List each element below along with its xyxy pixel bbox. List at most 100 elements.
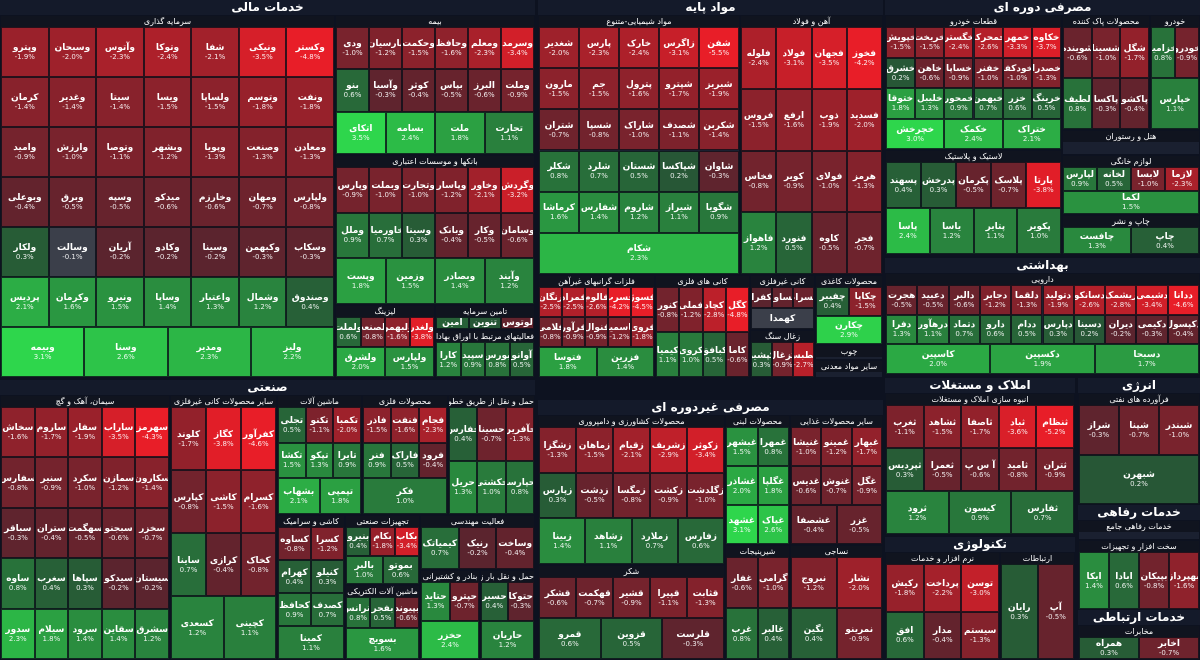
tile: البرز -0.6% bbox=[468, 69, 501, 112]
change-label: -3.3% bbox=[1007, 43, 1028, 52]
ticker: زکوثر bbox=[692, 440, 719, 451]
group: بنادر و کشتیرانی حپترو -0.7% حتاید 1.3% حخزر 2… bbox=[420, 570, 480, 660]
tile: حتوکا -0.3% bbox=[507, 582, 534, 621]
ticker: زکشت bbox=[653, 486, 684, 497]
ticker: خاهن bbox=[917, 63, 942, 74]
tile: غشصفا -0.4% bbox=[791, 505, 837, 544]
ticker: زدشت bbox=[580, 486, 609, 497]
change-label: -4.2% bbox=[609, 303, 630, 311]
tile: سیلام 1.8% bbox=[34, 608, 69, 659]
tile: کبافق0.5% bbox=[702, 332, 726, 377]
ticker: لابسا bbox=[1136, 169, 1160, 180]
tile: بشهاب 2.1% bbox=[278, 478, 320, 514]
change-label: 0.7% bbox=[1033, 513, 1052, 522]
change-label: -3.8% bbox=[411, 333, 432, 341]
ticker: بترانس bbox=[347, 603, 371, 614]
ticker: شکربن bbox=[703, 120, 735, 131]
ticker: زشاهد bbox=[593, 532, 623, 543]
change-label: 1.4% bbox=[450, 282, 469, 291]
change-label: -2.0% bbox=[849, 583, 870, 592]
tile: لطیف 0.8% bbox=[1063, 78, 1092, 129]
change-label: -4.8% bbox=[300, 53, 321, 61]
group-title: محصولات کشاورزی و دامپروری bbox=[539, 416, 724, 427]
ticker: فلوله bbox=[746, 48, 771, 59]
ticker: خمحور bbox=[944, 94, 974, 105]
change-label: -1.5% bbox=[548, 89, 570, 98]
ticker: آریان bbox=[108, 243, 132, 253]
ticker: دالبر bbox=[954, 290, 975, 301]
tile: فنر 0.9% bbox=[363, 442, 391, 479]
change-label: -3.5% bbox=[818, 58, 840, 67]
ticker: وبیمه bbox=[30, 343, 55, 353]
change-label: 0.4% bbox=[894, 186, 913, 194]
change-label: -1.5% bbox=[157, 103, 178, 111]
tile: غشاذر 2.0% bbox=[726, 466, 758, 505]
ticker: کحافظ bbox=[279, 600, 310, 611]
tile: زفارس 0.6% bbox=[677, 518, 724, 564]
tile: فسدید -2.0% bbox=[846, 88, 882, 151]
tile: قپیرا -1.1% bbox=[650, 577, 687, 618]
change-label: 1.8% bbox=[351, 282, 370, 291]
ticker: کاما bbox=[728, 345, 747, 356]
ticker: وساپا bbox=[155, 293, 180, 303]
change-label: -0.4% bbox=[1124, 104, 1145, 113]
group-title: شکر bbox=[539, 566, 724, 577]
tile: اتکای 3.5% bbox=[336, 111, 386, 154]
change-label: -2.1% bbox=[474, 190, 495, 199]
tile: شبهرن 0.2% bbox=[1079, 454, 1199, 504]
ticker: دجابر bbox=[983, 290, 1008, 301]
tile: حاریان 1.2% bbox=[481, 620, 534, 659]
group: شکر قثابت -1.3% قپیرا -1.1% قشیر -0.9% قهکمت -0.… bbox=[538, 565, 725, 660]
group-title: فرآورده های نفتی bbox=[1079, 394, 1199, 405]
ticker: غشصفا bbox=[796, 515, 831, 526]
tile: دپارس 0.3% bbox=[1042, 314, 1074, 345]
tile: فسرب-4.2% bbox=[608, 287, 631, 317]
tile: ددانا -4.6% bbox=[1167, 285, 1199, 315]
tile: فلوله -2.4% bbox=[741, 27, 777, 89]
ticker: قثابت bbox=[692, 588, 719, 599]
ticker: کمینا bbox=[300, 633, 322, 644]
change-label: -3.7% bbox=[1036, 43, 1057, 52]
tile: وگردش -3.2% bbox=[501, 167, 534, 213]
change-label: -1.2% bbox=[680, 310, 702, 319]
tile: کساوه -0.8% bbox=[278, 527, 311, 560]
ticker: آوانو bbox=[511, 350, 533, 361]
change-label: -5.2% bbox=[1045, 427, 1066, 436]
ticker: شبندر bbox=[1165, 420, 1193, 431]
tile: تجارت 1.1% bbox=[484, 111, 534, 154]
tile: پاکسا -0.3% bbox=[1091, 78, 1121, 129]
tile: ونیکی -3.5% bbox=[238, 27, 287, 77]
ticker: کهمدا bbox=[769, 313, 796, 324]
tile: غدیس -0.6% bbox=[791, 466, 822, 505]
change-label: -1.7% bbox=[1124, 53, 1145, 62]
ticker: وسرمد bbox=[502, 39, 533, 50]
change-label: -0.7% bbox=[548, 130, 570, 139]
change-label: 0.4% bbox=[454, 434, 473, 443]
change-label: -3.4% bbox=[695, 450, 716, 459]
change-label: -0.5% bbox=[922, 300, 944, 309]
change-label: 1.0% bbox=[482, 488, 501, 497]
ticker: امین bbox=[442, 318, 463, 328]
group-title: چاپ و نشر bbox=[1063, 216, 1199, 227]
tile: زکشت -0.9% bbox=[650, 472, 687, 519]
tile: وتوکا -2.4% bbox=[143, 27, 192, 77]
tile: وکستر -4.8% bbox=[286, 27, 334, 77]
tile: زشاهد 1.1% bbox=[585, 518, 632, 564]
ticker: زقیام bbox=[619, 440, 644, 451]
ticker: ومعلم bbox=[471, 39, 498, 50]
change-label: 0.4% bbox=[301, 303, 320, 311]
change-label: -1.3% bbox=[695, 598, 716, 607]
change-label: -0.3% bbox=[375, 91, 396, 100]
tile: کیسون 0.9% bbox=[948, 491, 1012, 534]
change-label: -0.9% bbox=[507, 91, 528, 100]
ticker: فخوز bbox=[852, 48, 876, 59]
change-label: 0.8% bbox=[550, 172, 568, 181]
ticker: تایرا bbox=[337, 451, 357, 462]
tile: حسیر 0.4% bbox=[481, 582, 508, 621]
tile: اخابر -0.7% bbox=[1139, 637, 1199, 659]
tile: وپاسار -1.2% bbox=[435, 167, 468, 213]
ticker: شراز bbox=[1087, 420, 1111, 431]
change-label: -1.0% bbox=[1095, 53, 1117, 62]
change-label: 0.5% bbox=[396, 461, 414, 470]
ticker: دسینا bbox=[1077, 320, 1102, 331]
